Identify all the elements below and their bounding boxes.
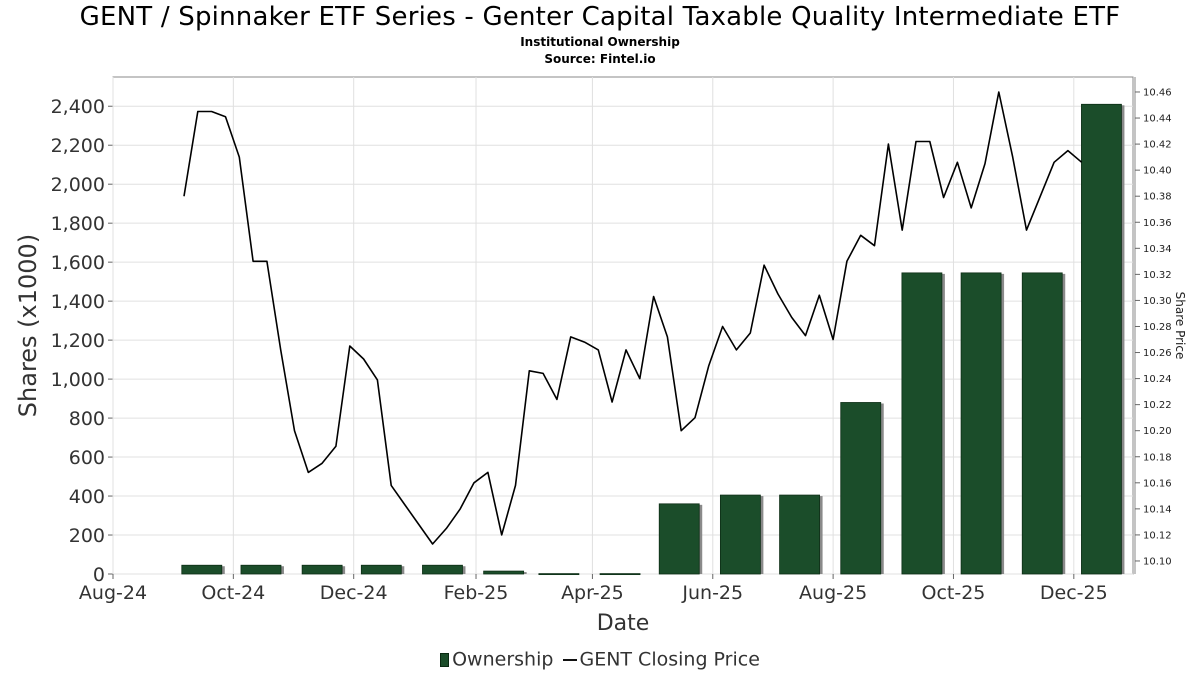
- y-tick-label: 2,000: [51, 174, 105, 196]
- x-tick-label: Aug-24: [79, 582, 147, 604]
- y2-tick-label: 10.26: [1143, 348, 1172, 359]
- y2-tick-label: 10.46: [1143, 87, 1172, 98]
- x-axis-title: Date: [597, 611, 650, 636]
- ownership-bar: [960, 272, 1002, 575]
- ownership-bar: [181, 564, 223, 575]
- y2-tick-label: 10.20: [1143, 426, 1172, 437]
- price-legend-line: [563, 658, 578, 661]
- y2-tick-label: 10.14: [1143, 504, 1172, 515]
- chart-subtitle: Institutional Ownership: [520, 35, 680, 49]
- y-tick-label: 0: [93, 564, 105, 586]
- y2-tick-label: 10.22: [1143, 400, 1172, 411]
- x-tick-label: Dec-25: [1040, 582, 1108, 604]
- x-tick-label: Jun-25: [681, 582, 743, 604]
- y-tick-label: 1,800: [51, 213, 105, 235]
- y2-tick-label: 10.24: [1143, 374, 1172, 385]
- y-tick-label: 1,000: [51, 369, 105, 391]
- y2-tick-label: 10.10: [1143, 556, 1172, 567]
- chart-title: GENT / Spinnaker ETF Series - Genter Cap…: [79, 2, 1121, 32]
- y-tick-label: 2,400: [51, 96, 105, 118]
- y2-tick-label: 10.36: [1143, 218, 1172, 229]
- price-line: [183, 91, 1083, 545]
- ownership-bar: [538, 573, 580, 576]
- x-tick-label: Feb-25: [444, 582, 509, 604]
- y2-tick-label: 10.42: [1143, 140, 1172, 151]
- ownership-bar: [240, 564, 282, 575]
- ownership-legend-swatch: [440, 652, 450, 667]
- y2-tick-label: 10.28: [1143, 322, 1172, 333]
- x-tick-label: Apr-25: [561, 582, 624, 604]
- y-tick-label: 1,400: [51, 291, 105, 313]
- ownership-bar: [1021, 272, 1063, 575]
- ownership-bar: [599, 573, 641, 576]
- y2-tick-label: 10.30: [1143, 296, 1172, 307]
- y-tick-label: 1,200: [51, 330, 105, 352]
- y-tick-label: 1,600: [51, 252, 105, 274]
- x-tick-label: Oct-25: [922, 582, 986, 604]
- y2-tick-label: 10.12: [1143, 530, 1172, 541]
- y2-tick-label: 10.18: [1143, 452, 1172, 463]
- y-tick-label: 600: [69, 447, 105, 469]
- ownership-bar: [719, 494, 761, 575]
- ownership-bar: [360, 564, 402, 575]
- price-legend-label: GENT Closing Price: [579, 648, 760, 671]
- ownership-bar: [658, 503, 700, 575]
- y2-tick-label: 10.34: [1143, 244, 1172, 255]
- ownership-bar: [422, 564, 463, 575]
- y-tick-label: 400: [69, 486, 105, 508]
- x-tick-label: Aug-25: [799, 582, 867, 604]
- chart-source: Source: Fintel.io: [544, 52, 656, 66]
- ownership-bar: [901, 272, 943, 575]
- y2-tick-label: 10.44: [1143, 114, 1172, 125]
- ownership-legend-label: Ownership: [452, 648, 554, 671]
- ownership-bar: [840, 402, 882, 575]
- y2-tick-label: 10.40: [1143, 166, 1172, 177]
- y-axis-title: Shares (x1000): [14, 234, 42, 417]
- y-tick-label: 200: [69, 525, 105, 547]
- y2-tick-label: 10.38: [1143, 192, 1172, 203]
- ownership-bar: [301, 564, 343, 575]
- ownership-bar: [1081, 103, 1122, 575]
- y2-axis-title: Share Price: [1173, 292, 1187, 360]
- ownership-bar: [483, 570, 525, 575]
- y-tick-label: 800: [69, 408, 105, 430]
- ownership-bar: [779, 494, 820, 575]
- y-tick-label: 2,200: [51, 135, 105, 157]
- y2-tick-label: 10.32: [1143, 270, 1172, 281]
- x-tick-label: Dec-24: [320, 582, 388, 604]
- y2-tick-label: 10.16: [1143, 478, 1172, 489]
- chart-legend: Ownership GENT Closing Price: [0, 648, 1200, 671]
- x-tick-label: Oct-24: [201, 582, 265, 604]
